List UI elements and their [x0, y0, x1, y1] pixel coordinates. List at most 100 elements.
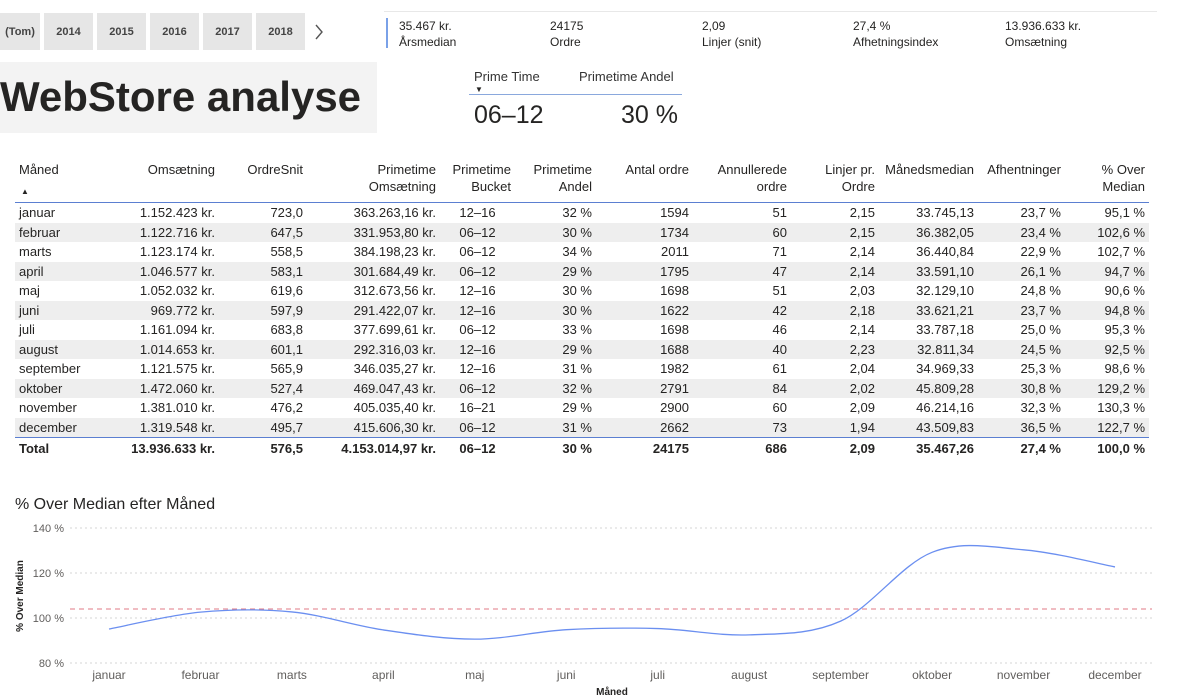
- table-cell: 33.745,13: [916, 205, 974, 220]
- table-cell: 2,14: [791, 261, 879, 281]
- table-cell: 495,7: [219, 417, 307, 438]
- table-cell: april: [15, 261, 97, 281]
- table-cell: 12–16: [459, 205, 496, 220]
- table-row[interactable]: juli 1.161.094 kr. 683,8 377.699,61 kr. 06–1…: [15, 320, 1149, 340]
- table-cell: 331.953,80 kr.: [307, 222, 440, 242]
- kpi-omsaetning: 13.936.633 kr. Omsætning: [1005, 18, 1081, 50]
- table-cell: 1734: [596, 222, 693, 242]
- table-cell: 527,4: [219, 378, 307, 398]
- table-cell: 32,3 %: [1020, 400, 1061, 415]
- kpi-ordre: 24175 Ordre: [550, 18, 583, 50]
- col-header-ordresnit[interactable]: OrdreSnit: [219, 155, 307, 203]
- table-cell: 1.052.032 kr.: [139, 283, 215, 298]
- prime-time-header[interactable]: Prime Time: [474, 69, 540, 84]
- kpi-value: 2,09: [702, 19, 726, 33]
- col-header-over-median[interactable]: % Over Median: [1065, 155, 1149, 203]
- table-cell: 130,3 %: [1097, 400, 1145, 415]
- table-cell: 32.129,10: [916, 283, 974, 298]
- table-cell: 12–16: [459, 361, 496, 376]
- table-row[interactable]: januar 1.152.423 kr. 723,0 363.263,16 kr. 12…: [15, 203, 1149, 223]
- table-cell: 647,5: [219, 222, 307, 242]
- kpi-afhetningsindex: 27,4 % Afhetningsindex: [853, 18, 938, 50]
- kpi-label: Årsmedian: [399, 35, 457, 49]
- data-point: [747, 633, 751, 637]
- table-cell: 292.316,03 kr.: [307, 339, 440, 359]
- col-header-afhentninger[interactable]: Afhentninger: [978, 155, 1065, 203]
- table-cell: 95,1 %: [1104, 205, 1145, 220]
- table-cell: 30 %: [562, 283, 592, 298]
- col-header-primetime-omsaetning[interactable]: Primetime Omsætning: [307, 155, 440, 203]
- page-title: WebStore analyse: [0, 73, 362, 120]
- primetime-share-header[interactable]: Primetime Andel: [579, 69, 674, 84]
- x-tick-label: september: [812, 668, 869, 682]
- table-cell: 1698: [660, 322, 689, 337]
- year-button-2018[interactable]: 2018: [256, 13, 305, 50]
- data-point: [107, 627, 111, 631]
- data-point: [1022, 548, 1026, 552]
- col-header-primetime-bucket[interactable]: Primetime Bucket: [440, 155, 515, 203]
- table-row[interactable]: december 1.319.548 kr. 495,7 415.606,30 kr.…: [15, 417, 1149, 438]
- y-axis-title: % Over Median: [15, 560, 26, 632]
- kpi-label: Linjer (snit): [702, 35, 762, 49]
- table-cell: 1698: [660, 283, 689, 298]
- x-tick-label: august: [731, 668, 768, 682]
- table-row[interactable]: august 1.014.653 kr. 601,1 292.316,03 kr. 12…: [15, 339, 1149, 359]
- year-button-2014[interactable]: 2014: [44, 13, 93, 50]
- table-row[interactable]: oktober 1.472.060 kr. 527,4 469.047,43 kr. 0…: [15, 378, 1149, 398]
- table-cell: 1594: [660, 205, 689, 220]
- table-cell: 25,0 %: [1020, 322, 1061, 337]
- table-cell: 40: [693, 339, 791, 359]
- col-header-annullerede-ordre[interactable]: Annullerede ordre: [693, 155, 791, 203]
- table-cell: 29 %: [515, 261, 596, 281]
- table-row[interactable]: juni 969.772 kr. 597,9 291.422,07 kr. 12–16 3…: [15, 300, 1149, 320]
- table-row[interactable]: september 1.121.575 kr. 565,9 346.035,27 kr…: [15, 359, 1149, 379]
- table-cell: 61: [772, 361, 787, 376]
- chevron-right-icon[interactable]: [309, 13, 329, 50]
- table-cell: maj: [19, 283, 40, 298]
- table-row[interactable]: november 1.381.010 kr. 476,2 405.035,40 kr.…: [15, 398, 1149, 418]
- prime-time-value: 06–12: [474, 101, 544, 129]
- table-cell: 06–12: [440, 222, 515, 242]
- table-cell: 405.035,40 kr.: [353, 400, 436, 415]
- table-cell: 30,8 %: [978, 378, 1065, 398]
- table-cell: 346.035,27 kr.: [353, 361, 436, 376]
- table-cell: 51: [772, 205, 787, 220]
- table-cell: 06–12: [440, 378, 515, 398]
- table-row[interactable]: april 1.046.577 kr. 583,1 301.684,49 kr. 06–…: [15, 261, 1149, 281]
- x-tick-label: december: [1088, 668, 1141, 682]
- year-button-2017[interactable]: 2017: [203, 13, 252, 50]
- total-cell: 4.153.014,97 kr.: [307, 437, 440, 460]
- col-header-linjer-pr-ordre[interactable]: Linjer pr. Ordre: [791, 155, 879, 203]
- col-header-primetime-andel[interactable]: Primetime Andel: [515, 155, 596, 203]
- table-cell: 32 %: [562, 205, 592, 220]
- table-cell: 51: [772, 283, 787, 298]
- table-cell: 619,6: [270, 283, 303, 298]
- col-header-maanedsmedian[interactable]: Månedsmedian: [879, 155, 978, 203]
- table-cell: december: [15, 417, 97, 438]
- table-cell: 45.809,28: [879, 378, 978, 398]
- table-cell: 24,5 %: [978, 339, 1065, 359]
- table-cell: 1.123.174 kr.: [139, 244, 215, 259]
- table-row[interactable]: maj 1.052.032 kr. 619,6 312.673,56 kr. 12–16…: [15, 281, 1149, 301]
- year-slicer: (Tom) 2014 2015 2016 2017 2018: [0, 13, 329, 50]
- col-header-antal-ordre[interactable]: Antal ordre: [596, 155, 693, 203]
- kpi-value: 24175: [550, 19, 584, 33]
- year-button-2016[interactable]: 2016: [150, 13, 199, 50]
- year-button-tom[interactable]: (Tom): [0, 13, 40, 50]
- col-header-omsaetning[interactable]: Omsætning: [97, 155, 219, 203]
- table-cell: 2011: [661, 244, 689, 259]
- table-cell: 33.621,21: [879, 300, 978, 320]
- col-header-month[interactable]: Måned ▲: [15, 155, 97, 203]
- chart-title: % Over Median efter Måned: [15, 496, 216, 513]
- table-row[interactable]: marts 1.123.174 kr. 558,5 384.198,23 kr. 06–…: [15, 242, 1149, 262]
- header-row: Måned ▲ Omsætning OrdreSnit Primetime Oms…: [15, 155, 1149, 203]
- data-point: [839, 619, 843, 623]
- table-cell: 312.673,56 kr.: [353, 283, 436, 298]
- table-cell: 36.440,84: [916, 244, 974, 259]
- table-cell: 43.509,83: [879, 417, 978, 438]
- table-row[interactable]: februar 1.122.716 kr. 647,5 331.953,80 kr. 0…: [15, 222, 1149, 242]
- table-cell: 2,15: [849, 205, 875, 220]
- table-cell: 06–12: [459, 244, 496, 259]
- year-button-2015[interactable]: 2015: [97, 13, 146, 50]
- total-cell: 35.467,26: [879, 437, 978, 460]
